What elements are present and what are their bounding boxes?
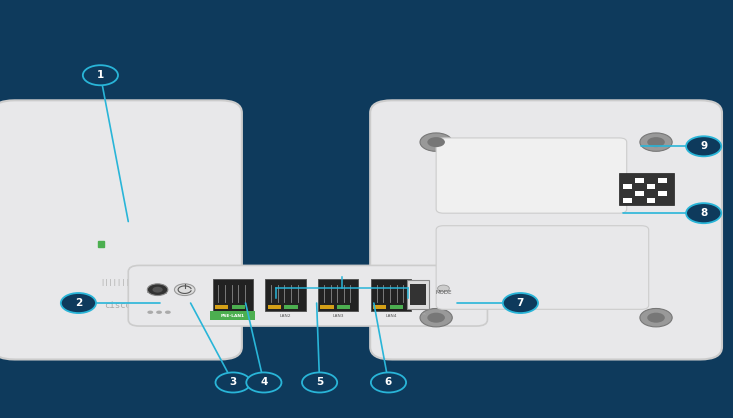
Circle shape <box>302 372 337 393</box>
Bar <box>284 305 298 309</box>
Text: 6: 6 <box>385 377 392 387</box>
Circle shape <box>174 284 195 296</box>
Bar <box>623 198 632 203</box>
Circle shape <box>438 285 449 292</box>
Circle shape <box>147 311 153 314</box>
Text: ||||||||: |||||||| <box>100 279 134 285</box>
Circle shape <box>647 313 665 323</box>
FancyBboxPatch shape <box>265 279 306 311</box>
Bar <box>147 320 469 325</box>
Text: 2: 2 <box>75 298 82 308</box>
Circle shape <box>147 284 168 296</box>
Bar <box>320 305 334 309</box>
Text: 4: 4 <box>260 377 268 387</box>
Bar <box>373 305 386 309</box>
Circle shape <box>427 137 445 147</box>
Bar <box>647 198 655 203</box>
Bar <box>268 305 281 309</box>
Bar <box>215 305 228 309</box>
Circle shape <box>152 287 163 293</box>
Circle shape <box>83 65 118 85</box>
Circle shape <box>503 293 538 313</box>
FancyBboxPatch shape <box>407 280 429 309</box>
Circle shape <box>427 313 445 323</box>
FancyBboxPatch shape <box>371 279 411 311</box>
Bar <box>232 305 245 309</box>
Circle shape <box>61 293 96 313</box>
Text: 5: 5 <box>316 377 323 387</box>
Text: MODE: MODE <box>435 290 452 295</box>
Bar <box>619 173 674 205</box>
FancyBboxPatch shape <box>436 226 649 309</box>
Text: PSE-LAN1: PSE-LAN1 <box>221 314 245 318</box>
Text: ⌁: ⌁ <box>421 311 426 316</box>
Bar <box>390 305 403 309</box>
FancyBboxPatch shape <box>370 100 722 359</box>
FancyBboxPatch shape <box>318 279 358 311</box>
Text: 7: 7 <box>517 298 524 308</box>
Circle shape <box>246 372 281 393</box>
Bar <box>635 191 644 196</box>
Circle shape <box>165 311 171 314</box>
Bar <box>337 305 350 309</box>
Circle shape <box>371 372 406 393</box>
Text: 8: 8 <box>700 208 707 218</box>
FancyBboxPatch shape <box>0 100 242 359</box>
Text: 48VDC: 48VDC <box>147 290 169 295</box>
Text: 9: 9 <box>700 141 707 151</box>
Bar <box>410 284 426 305</box>
Circle shape <box>640 308 672 327</box>
FancyBboxPatch shape <box>128 265 487 326</box>
Bar <box>635 178 644 183</box>
Text: cisco: cisco <box>104 301 130 310</box>
FancyBboxPatch shape <box>436 138 627 213</box>
Circle shape <box>686 203 721 223</box>
Text: LAN4: LAN4 <box>386 314 397 318</box>
Bar <box>623 184 632 189</box>
Bar <box>658 191 667 196</box>
Text: LAN3: LAN3 <box>333 314 344 318</box>
FancyBboxPatch shape <box>213 279 253 311</box>
Circle shape <box>647 137 665 147</box>
Circle shape <box>640 133 672 151</box>
Circle shape <box>156 311 162 314</box>
Bar <box>210 311 255 320</box>
Text: LAN2: LAN2 <box>280 314 291 318</box>
Bar <box>658 178 667 183</box>
Circle shape <box>420 308 452 327</box>
Text: 3: 3 <box>229 377 237 387</box>
Bar <box>647 184 655 189</box>
Text: 1: 1 <box>97 70 104 80</box>
Circle shape <box>420 133 452 151</box>
Circle shape <box>216 372 251 393</box>
Circle shape <box>686 136 721 156</box>
